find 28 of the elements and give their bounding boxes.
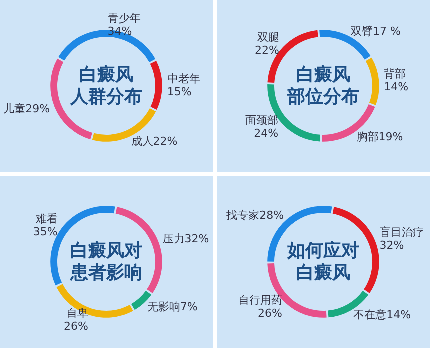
- slice-label: 成人22%: [131, 135, 178, 148]
- text: 白癜风部位分布: [286, 64, 360, 108]
- data-label: 22%: [255, 44, 280, 57]
- slice-label: 面颈部: [246, 114, 279, 128]
- slice-label: 自行用药: [238, 294, 282, 307]
- data-label: 15%: [167, 85, 192, 98]
- slice-label: 儿童29%: [4, 102, 50, 116]
- slice-label: 压力32%: [162, 232, 210, 246]
- slice-label: 胸部19%: [356, 130, 404, 144]
- data-label: 26%: [64, 320, 88, 334]
- slice-label: 双臂17 %: [351, 25, 401, 38]
- data-label: 24%: [254, 127, 279, 140]
- slice-label: 盲目治疗: [380, 226, 424, 239]
- slice-label: 难看: [36, 212, 58, 226]
- slice-label: 不在意14%: [354, 308, 412, 322]
- slice-label: 青少年: [108, 12, 141, 26]
- data-label: 35%: [33, 225, 58, 238]
- text: 白癜风人群分布: [70, 64, 142, 108]
- data-label: 32%: [380, 238, 404, 252]
- data-label: 26%: [258, 306, 282, 320]
- text: 白癜风对患者影响: [70, 240, 142, 284]
- slice-label: 无影响7%: [147, 300, 198, 314]
- slice-label: 中老年: [167, 72, 200, 86]
- text: 如何应对白癜风: [286, 240, 360, 284]
- data-label: 14%: [384, 80, 409, 94]
- slice-label: 背部: [384, 68, 406, 81]
- slice-label: 双腿: [258, 30, 280, 44]
- slice-label: 找专家28%: [226, 209, 284, 222]
